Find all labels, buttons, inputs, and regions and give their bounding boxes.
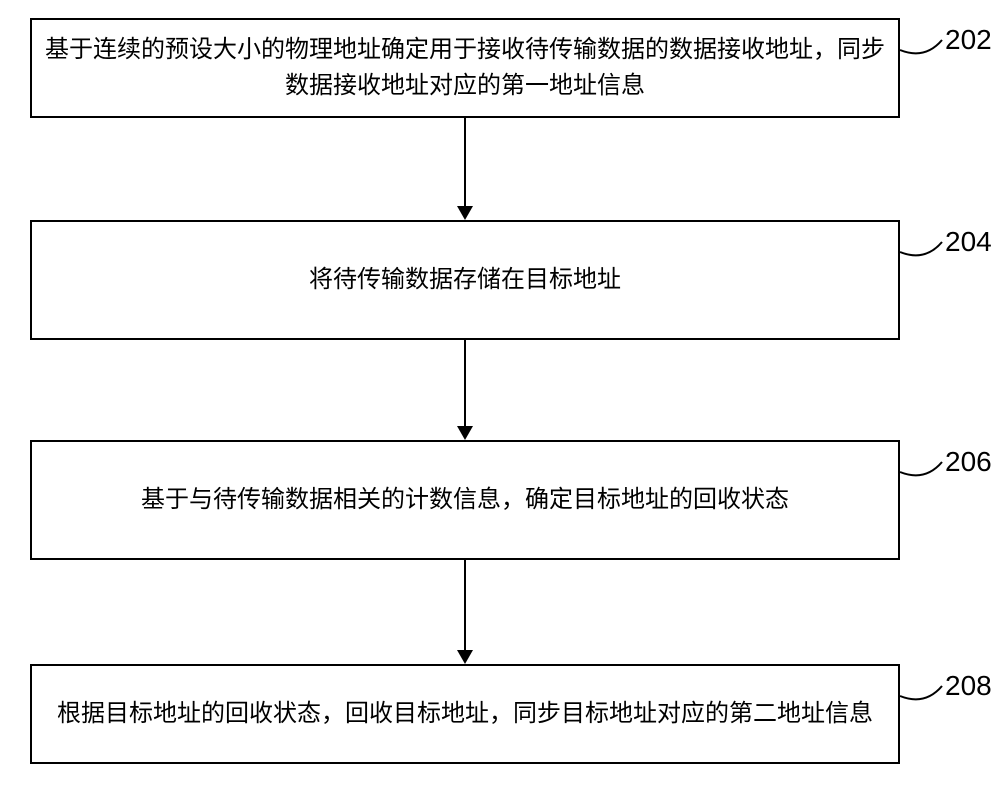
flow-arrow	[0, 0, 1000, 807]
flowchart-canvas: 基于连续的预设大小的物理地址确定用于接收待传输数据的数据接收地址，同步数据接收地…	[0, 0, 1000, 807]
